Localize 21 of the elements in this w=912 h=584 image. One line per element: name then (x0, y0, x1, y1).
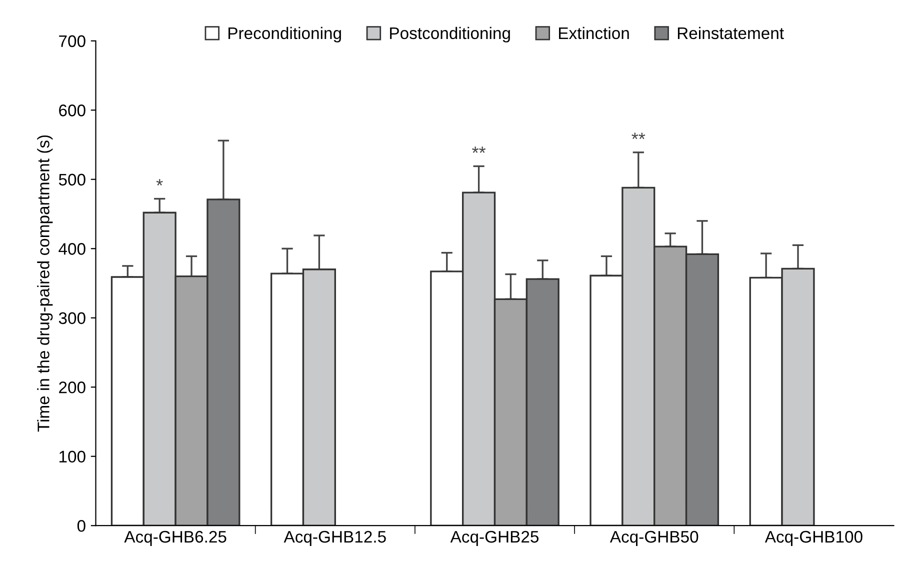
annotation: ** (472, 146, 486, 153)
y-tick-label: 200 (59, 382, 86, 394)
x-tick-label: Acq-GHB12.5 (284, 530, 386, 546)
y-tick-label: 600 (59, 104, 86, 116)
annotation: * (156, 179, 163, 186)
y-tick-label: 300 (58, 312, 86, 324)
annotation: ** (632, 132, 646, 140)
legend-label: Postconditioning (390, 26, 510, 42)
y-tick-label: 700 (59, 35, 86, 48)
x-tick-label: Acq-GHB6.25 (124, 530, 226, 546)
y-tick-label: 0 (77, 520, 86, 532)
y-tick-label: 100 (60, 450, 86, 463)
x-tick-label: Acq-GHB25 (450, 530, 539, 546)
legend-label: Reinstatement (678, 26, 784, 40)
legend-label: Extinction (559, 26, 629, 40)
y-axis-title: Time in the drug-paired compartment (s) (37, 135, 53, 432)
y-tick-label: 400 (58, 243, 86, 255)
x-tick-label: Acq-GHB50 (610, 530, 698, 546)
y-tick-label: 500 (58, 174, 86, 186)
legend-label: Preconditioning (228, 26, 341, 42)
x-tick-label: Acq-GHB100 (764, 530, 862, 546)
